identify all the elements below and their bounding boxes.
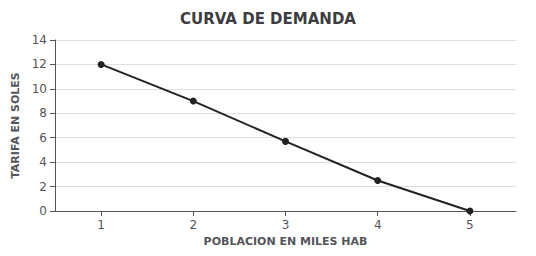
svg-text:0: 0 [39, 204, 47, 218]
svg-text:8: 8 [39, 106, 47, 120]
svg-text:TARIFA EN SOLES: TARIFA EN SOLES [9, 72, 22, 179]
svg-text:2: 2 [39, 180, 47, 194]
svg-text:CURVA DE DEMANDA: CURVA DE DEMANDA [180, 10, 356, 28]
svg-text:POBLACION EN MILES HAB: POBLACION EN MILES HAB [204, 235, 368, 248]
svg-text:4: 4 [39, 155, 47, 169]
svg-text:2: 2 [189, 218, 197, 232]
svg-text:12: 12 [32, 57, 47, 71]
svg-text:6: 6 [39, 131, 47, 145]
svg-text:10: 10 [32, 82, 47, 96]
svg-text:1: 1 [97, 218, 105, 232]
svg-text:3: 3 [282, 218, 290, 232]
svg-text:4: 4 [374, 218, 382, 232]
svg-text:5: 5 [466, 218, 474, 232]
svg-text:14: 14 [32, 33, 47, 47]
